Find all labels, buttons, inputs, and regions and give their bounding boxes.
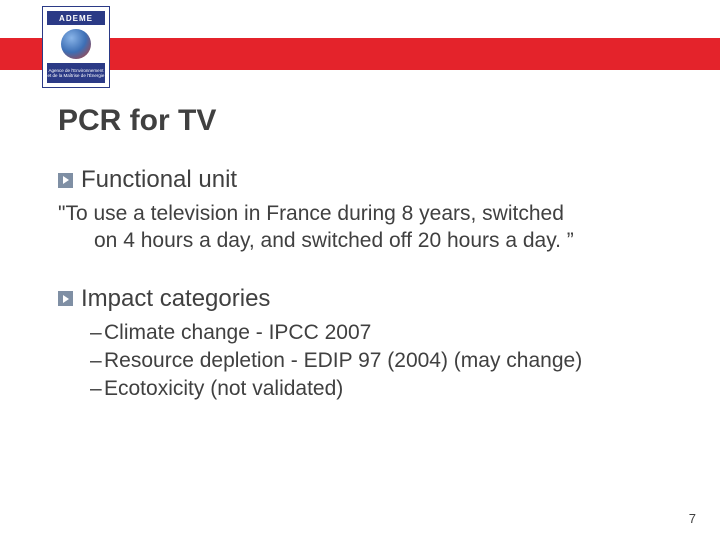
bullet-label: Impact categories — [81, 285, 270, 313]
list-item-text: Climate change - IPCC 2007 — [104, 321, 371, 344]
list-item: –Ecotoxicity (not validated) — [90, 375, 662, 403]
bullet-label: Functional unit — [81, 166, 237, 194]
list-item-text: Ecotoxicity (not validated) — [104, 377, 343, 400]
bullet-functional-unit: Functional unit — [58, 166, 662, 194]
logo-caption-text: Agence de l'Environnement et de la Maîtr… — [47, 68, 105, 79]
chevron-icon — [58, 291, 73, 306]
slide: ADEME Agence de l'Environnement et de la… — [0, 0, 720, 540]
content: PCR for TV Functional unit "To use a tel… — [0, 92, 720, 404]
header: ADEME Agence de l'Environnement et de la… — [0, 0, 720, 92]
logo-caption-bar: Agence de l'Environnement et de la Maîtr… — [47, 63, 105, 83]
functional-unit-body: "To use a television in France during 8 … — [58, 200, 662, 255]
logo-title-text: ADEME — [59, 14, 93, 23]
impact-categories-list: –Climate change - IPCC 2007 –Resource de… — [90, 319, 662, 404]
list-item-text: Resource depletion - EDIP 97 (2004) (may… — [104, 349, 582, 372]
body-line-2: on 4 hours a day, and switched off 20 ho… — [58, 227, 662, 254]
list-item: –Resource depletion - EDIP 97 (2004) (ma… — [90, 347, 662, 375]
slide-title: PCR for TV — [58, 104, 662, 138]
page-number: 7 — [689, 511, 696, 526]
ademe-logo: ADEME Agence de l'Environnement et de la… — [42, 6, 110, 88]
globe-icon — [61, 29, 91, 59]
logo-title-bar: ADEME — [47, 11, 105, 25]
chevron-icon — [58, 173, 73, 188]
body-line-1: "To use a television in France during 8 … — [58, 202, 564, 225]
list-item: –Climate change - IPCC 2007 — [90, 319, 662, 347]
bullet-impact-categories: Impact categories — [58, 285, 662, 313]
